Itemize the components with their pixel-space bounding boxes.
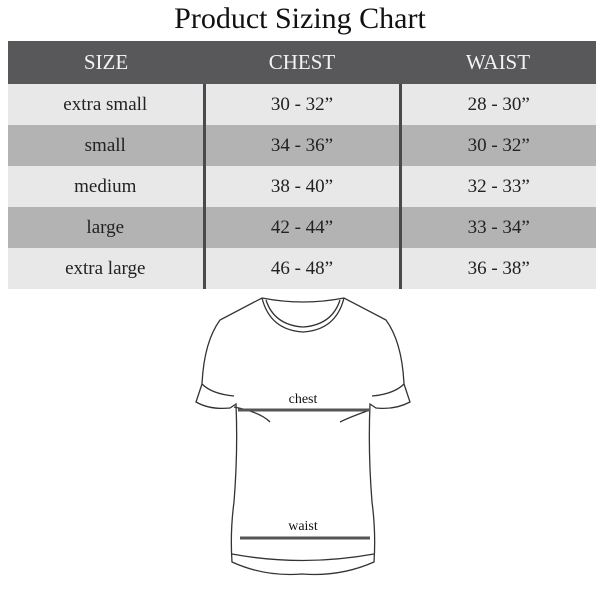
table-row: medium 38 - 40” 32 - 33” xyxy=(8,166,596,207)
sizing-table: SIZE CHEST WAIST extra small 30 - 32” 28 -… xyxy=(8,41,596,289)
waist-cell: 32 - 33” xyxy=(398,166,596,207)
header-chest: CHEST xyxy=(204,41,400,84)
waist-label: waist xyxy=(288,519,318,534)
table-header: SIZE CHEST WAIST xyxy=(8,41,596,84)
tshirt-diagram: chest waist xyxy=(195,297,411,576)
chest-label: chest xyxy=(289,392,318,407)
shirt-collar xyxy=(261,297,345,333)
waist-cell: 28 - 30” xyxy=(398,84,596,125)
size-cell: small xyxy=(8,125,204,166)
table-row: extra small 30 - 32” 28 - 30” xyxy=(8,84,596,125)
page-title: Product Sizing Chart xyxy=(174,2,426,35)
shirt-outline xyxy=(195,297,411,576)
header-waist: WAIST xyxy=(400,41,596,84)
chest-cell: 42 - 44” xyxy=(202,207,400,248)
size-cell: extra small xyxy=(8,84,204,125)
table-row: extra large 46 - 48” 36 - 38” xyxy=(8,248,596,289)
size-cell: extra large xyxy=(8,248,204,289)
waist-cell: 30 - 32” xyxy=(398,125,596,166)
waist-cell: 36 - 38” xyxy=(398,248,596,289)
chest-cell: 38 - 40” xyxy=(202,166,400,207)
size-cell: medium xyxy=(8,166,204,207)
chest-cell: 46 - 48” xyxy=(202,248,400,289)
chest-cell: 30 - 32” xyxy=(202,84,400,125)
header-size: SIZE xyxy=(8,41,204,84)
table-row: small 34 - 36” 30 - 32” xyxy=(8,125,596,166)
table-row: large 42 - 44” 33 - 34” xyxy=(8,207,596,248)
chest-cell: 34 - 36” xyxy=(202,125,400,166)
size-cell: large xyxy=(8,207,204,248)
waist-cell: 33 - 34” xyxy=(398,207,596,248)
